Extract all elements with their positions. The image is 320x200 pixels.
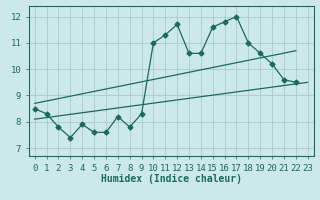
X-axis label: Humidex (Indice chaleur): Humidex (Indice chaleur) [101,174,242,184]
